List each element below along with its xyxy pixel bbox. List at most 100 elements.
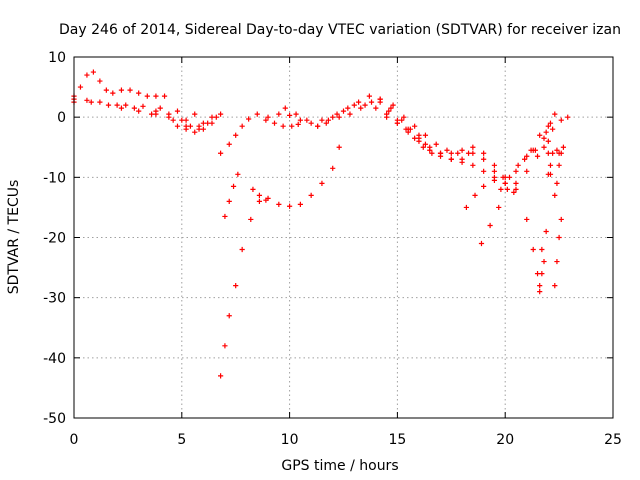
data-point	[256, 192, 263, 198]
data-point	[416, 138, 422, 144]
data-point	[308, 120, 314, 126]
data-point	[192, 111, 198, 117]
data-point	[511, 189, 517, 195]
data-point	[263, 197, 269, 203]
data-point	[543, 129, 549, 135]
data-point	[481, 150, 487, 156]
data-point	[123, 102, 129, 108]
data-point	[295, 121, 301, 127]
data-point	[239, 123, 245, 129]
data-point	[97, 78, 103, 84]
data-point	[222, 343, 228, 349]
series-arc-21	[545, 147, 560, 177]
data-point	[498, 186, 504, 192]
y-tick-label: -30	[43, 291, 66, 307]
series-arc-13	[222, 171, 241, 220]
data-point	[386, 108, 392, 114]
data-point	[144, 93, 150, 99]
y-tick-label: -40	[43, 351, 66, 367]
data-point	[140, 103, 146, 109]
data-point	[534, 153, 541, 159]
data-point	[429, 150, 435, 156]
data-point	[524, 168, 530, 174]
data-point	[558, 216, 564, 223]
data-point	[491, 177, 498, 183]
y-tick-label: -20	[43, 231, 66, 247]
series-arc-6	[174, 123, 206, 135]
data-point	[470, 144, 476, 150]
data-point	[276, 201, 282, 208]
data-point	[153, 93, 159, 99]
data-point	[554, 258, 560, 265]
data-point	[84, 72, 90, 78]
data-point	[235, 171, 241, 177]
data-point	[222, 213, 228, 220]
series-arc-18	[498, 144, 547, 192]
data-point	[88, 99, 94, 105]
data-point	[433, 141, 439, 147]
data-point	[304, 117, 310, 123]
data-point	[334, 111, 340, 117]
series-arc-15	[250, 186, 269, 203]
data-point	[513, 168, 519, 174]
data-point	[515, 162, 521, 168]
data-point	[90, 69, 97, 75]
data-point	[394, 117, 400, 123]
y-axis-ticks: 10 0 -10 -20 -30 -40 -50	[43, 50, 613, 427]
y-tick-label: 10	[48, 50, 66, 66]
data-point	[528, 147, 534, 153]
data-point	[455, 150, 461, 156]
data-point	[345, 105, 351, 111]
data-point	[401, 114, 407, 120]
data-point	[218, 373, 224, 379]
data-point	[554, 147, 560, 153]
data-point	[114, 102, 120, 108]
data-point	[554, 180, 560, 186]
data-point	[213, 114, 219, 120]
data-point	[513, 186, 519, 192]
data-point	[351, 102, 357, 108]
data-point	[390, 102, 396, 108]
data-point	[552, 111, 558, 117]
data-point	[444, 147, 450, 153]
data-point	[448, 150, 454, 156]
data-point	[373, 105, 379, 111]
y-tick-label: -50	[43, 411, 66, 427]
grid-lines	[74, 57, 613, 418]
x-tick-label: 0	[70, 432, 79, 448]
data-point	[308, 192, 314, 198]
data-point	[377, 99, 383, 105]
data-point	[265, 114, 271, 120]
data-point	[161, 93, 168, 99]
data-point	[323, 120, 329, 126]
data-point	[153, 108, 159, 114]
data-point	[297, 117, 303, 123]
data-point	[545, 138, 551, 144]
data-point	[524, 216, 530, 223]
data-point	[500, 174, 506, 180]
data-point	[192, 129, 198, 135]
data-point	[136, 108, 142, 114]
data-point	[254, 111, 260, 117]
data-point	[543, 228, 549, 235]
series-arc-23	[552, 144, 567, 198]
data-point	[103, 87, 109, 93]
data-point	[336, 144, 342, 150]
data-point	[230, 183, 237, 189]
series-arc-5	[153, 108, 211, 132]
data-point	[315, 123, 321, 129]
data-point	[541, 258, 547, 265]
data-point	[118, 105, 125, 111]
data-point	[319, 117, 325, 123]
data-point	[556, 162, 562, 168]
data-point	[513, 180, 519, 186]
data-point	[289, 123, 295, 129]
data-point	[77, 84, 84, 90]
x-axis-ticks: 0 5 10 15 20 25	[70, 57, 622, 448]
data-point	[537, 283, 543, 289]
data-point	[412, 123, 418, 129]
data-point	[541, 144, 547, 150]
data-point	[547, 171, 554, 177]
x-tick-label: 15	[388, 432, 406, 448]
data-point	[545, 123, 551, 129]
